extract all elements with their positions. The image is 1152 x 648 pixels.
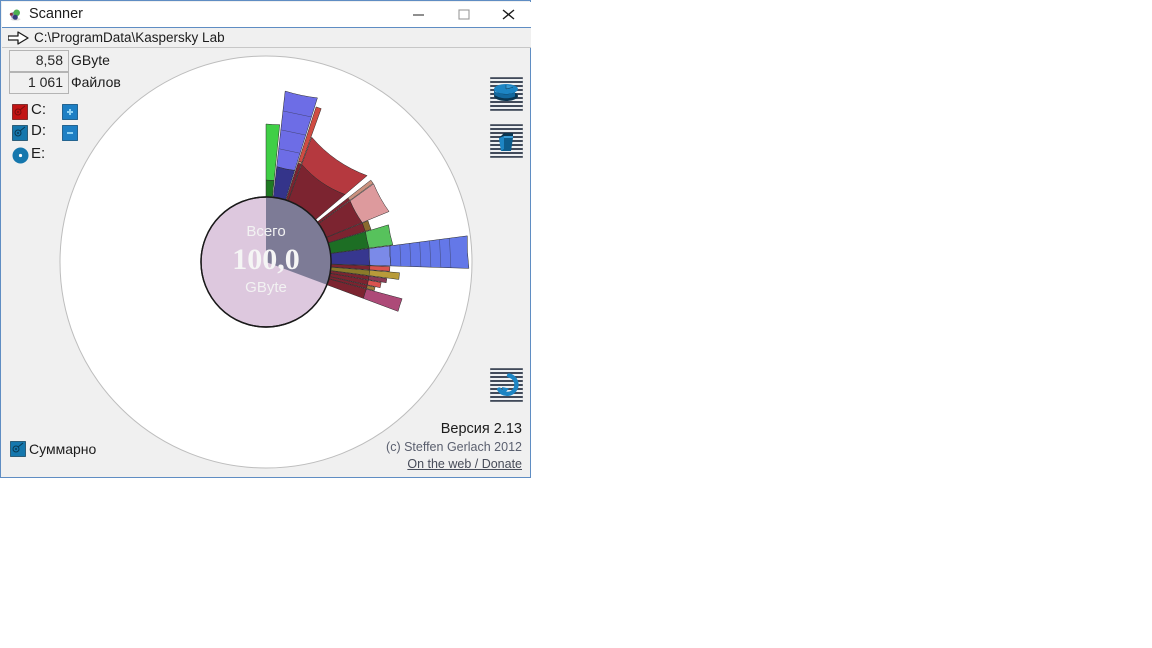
svg-text:Всего: Всего <box>246 223 285 240</box>
svg-text:100,0: 100,0 <box>232 243 300 276</box>
svg-text:GByte: GByte <box>245 279 287 296</box>
